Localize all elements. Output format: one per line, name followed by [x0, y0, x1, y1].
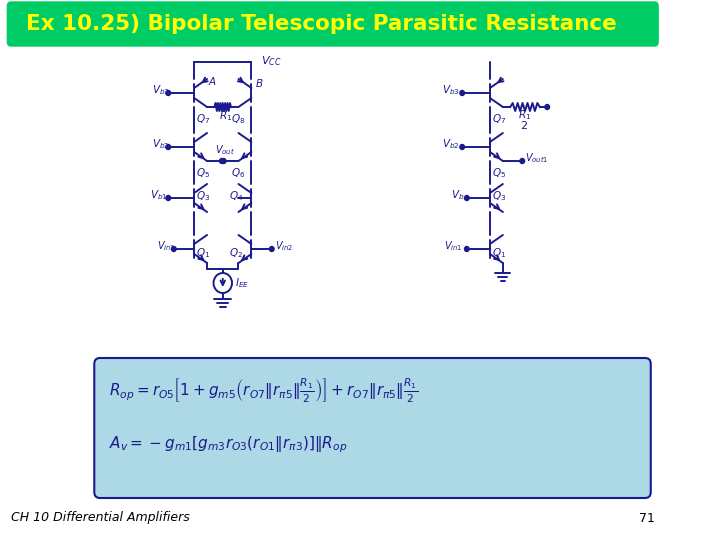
Circle shape: [520, 159, 525, 164]
Text: $V_b$: $V_b$: [451, 188, 464, 202]
Text: $R_{op} = r_{O5}\left[1 + g_{m5}\left(r_{O7} \| r_{\pi5} \| \frac{R_1}{2}\right): $R_{op} = r_{O5}\left[1 + g_{m5}\left(r_…: [109, 376, 418, 404]
Text: $Q_3$: $Q_3$: [492, 189, 506, 203]
Text: $Q_3$: $Q_3$: [196, 189, 210, 203]
Text: A: A: [209, 77, 216, 87]
Text: $Q_6$: $Q_6$: [231, 166, 246, 180]
Text: $V_{b2}$: $V_{b2}$: [442, 137, 459, 151]
Text: $2$: $2$: [521, 119, 528, 131]
Text: $V_{b3}$: $V_{b3}$: [442, 83, 459, 97]
Text: $V_{in1}$: $V_{in1}$: [444, 239, 462, 253]
Text: $V_{out}$: $V_{out}$: [215, 143, 235, 157]
Text: $Q_5$: $Q_5$: [196, 166, 210, 180]
Text: $Q_2$: $Q_2$: [229, 246, 243, 260]
Circle shape: [464, 246, 469, 252]
Text: Ex 10.25) Bipolar Telescopic Parasitic Resistance: Ex 10.25) Bipolar Telescopic Parasitic R…: [26, 14, 616, 34]
FancyBboxPatch shape: [94, 358, 651, 498]
Circle shape: [166, 195, 171, 200]
Circle shape: [166, 91, 171, 96]
Text: CH 10 Differential Amplifiers: CH 10 Differential Amplifiers: [11, 511, 190, 524]
Text: 71: 71: [639, 511, 654, 524]
Circle shape: [171, 246, 176, 252]
Circle shape: [460, 91, 464, 96]
Text: $Q_8$: $Q_8$: [231, 112, 246, 126]
Circle shape: [269, 246, 274, 252]
Circle shape: [220, 159, 224, 164]
FancyBboxPatch shape: [7, 2, 658, 46]
Text: B: B: [256, 79, 264, 89]
Text: $V_{out1}$: $V_{out1}$: [525, 151, 549, 165]
Text: $V_{b1}$: $V_{b1}$: [150, 188, 168, 202]
Circle shape: [166, 145, 171, 150]
Text: $R_1$: $R_1$: [518, 108, 531, 122]
Text: $V_{CC}$: $V_{CC}$: [261, 54, 281, 68]
Text: $Q_5$: $Q_5$: [492, 166, 506, 180]
Circle shape: [460, 145, 464, 150]
Text: $R_1$: $R_1$: [219, 109, 233, 123]
Text: $Q_4$: $Q_4$: [229, 189, 243, 203]
Text: $V_{in1}$: $V_{in1}$: [157, 239, 176, 253]
Text: $V_{b3}$: $V_{b3}$: [152, 83, 169, 97]
Text: $Q_7$: $Q_7$: [196, 112, 210, 126]
Text: $Q_7$: $Q_7$: [492, 112, 506, 126]
Text: $V_{in2}$: $V_{in2}$: [274, 239, 293, 253]
Circle shape: [221, 159, 226, 164]
Circle shape: [545, 105, 549, 110]
Text: $A_v = -g_{m1}\left[g_{m3}r_{O3}(r_{O1} \| r_{\pi3})\right] \| R_{op}$: $A_v = -g_{m1}\left[g_{m3}r_{O3}(r_{O1} …: [109, 435, 347, 455]
Text: $Q_1$: $Q_1$: [196, 246, 210, 260]
Text: $I_{EE}$: $I_{EE}$: [235, 276, 249, 290]
Text: $V_{b2}$: $V_{b2}$: [152, 137, 169, 151]
Circle shape: [464, 195, 469, 200]
Text: $Q_1$: $Q_1$: [492, 246, 506, 260]
